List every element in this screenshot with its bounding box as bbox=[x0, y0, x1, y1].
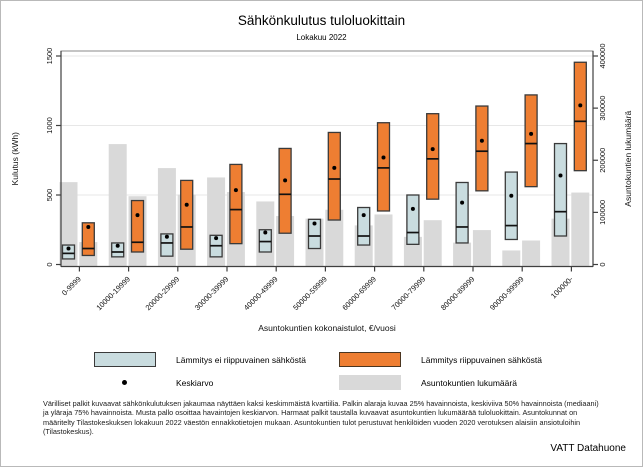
household-bar-electric bbox=[325, 209, 344, 266]
legend-swatch-households bbox=[339, 375, 401, 390]
y-tick-label-right: 300000 bbox=[598, 96, 607, 121]
mean-dot-non-electric bbox=[66, 246, 71, 251]
x-axis-title: Asuntokuntien kokonaistulot, €/vuosi bbox=[258, 323, 396, 333]
y-tick-label-left: 1500 bbox=[45, 48, 54, 65]
x-tick-label: 60000-69999 bbox=[340, 275, 378, 313]
mean-dot-non-electric bbox=[558, 173, 563, 178]
mean-dot-non-electric bbox=[410, 206, 415, 211]
household-bar-electric bbox=[472, 230, 491, 266]
consumption-box-electric bbox=[229, 163, 243, 245]
consumption-box-non-electric bbox=[160, 233, 174, 257]
mean-dot-electric bbox=[381, 155, 386, 160]
consumption-box-electric bbox=[327, 131, 341, 221]
x-tick-label: 30000-39999 bbox=[193, 275, 231, 313]
mean-dot-electric bbox=[283, 178, 288, 183]
y-tick-label-right: 100000 bbox=[598, 200, 607, 225]
chart-subtitle: Lokakuu 2022 bbox=[296, 33, 347, 42]
y-axis-title-left: Kulutus (kWh) bbox=[10, 132, 20, 186]
x-tick-label: 50000-59999 bbox=[291, 275, 329, 313]
legend-label-households: Asuntokuntien lukumäärä bbox=[421, 378, 517, 388]
household-bar-electric bbox=[522, 240, 541, 266]
consumption-box-non-electric bbox=[504, 171, 518, 241]
household-bar-electric bbox=[374, 214, 393, 266]
household-bar-electric bbox=[571, 192, 590, 266]
consumption-box-non-electric bbox=[455, 181, 469, 244]
y-tick-label-left: 0 bbox=[45, 262, 54, 266]
household-bar-non-electric bbox=[453, 242, 472, 266]
legend-swatch-electric bbox=[339, 352, 401, 367]
mean-dot-non-electric bbox=[214, 236, 219, 241]
consumption-box-non-electric bbox=[357, 206, 371, 246]
x-tick-label: 40000-49999 bbox=[242, 275, 280, 313]
y-tick-label-right: 400000 bbox=[598, 43, 607, 68]
y-tick-label-right: 0 bbox=[598, 262, 607, 266]
consumption-box-electric bbox=[376, 122, 391, 212]
consumption-box-electric bbox=[130, 199, 145, 253]
consumption-box-non-electric bbox=[307, 218, 322, 250]
consumption-box-electric bbox=[426, 113, 440, 200]
consumption-box-electric bbox=[81, 222, 95, 257]
legend-label-non-electric: Lämmitys ei riippuvainen sähköstä bbox=[176, 355, 306, 365]
legend-label-mean: Keskiarvo bbox=[176, 378, 214, 388]
mean-dot-electric bbox=[184, 202, 189, 207]
mean-dot-non-electric bbox=[361, 213, 366, 218]
source-attribution: VATT Datahuone bbox=[550, 443, 626, 454]
household-bar-non-electric bbox=[108, 144, 127, 266]
mean-dot-electric bbox=[578, 103, 583, 108]
consumption-box-electric bbox=[278, 147, 292, 234]
household-bar-electric bbox=[423, 220, 442, 266]
mean-dot-non-electric bbox=[263, 230, 268, 235]
chart-title: Sähkönkulutus tuloluokittain bbox=[237, 13, 406, 28]
consumption-box-electric bbox=[573, 61, 587, 172]
footnote: Värilliset palkit kuvaavat sähkönkulutuk… bbox=[43, 399, 599, 436]
y-axis-title-right: Asuntokuntien lukumäärä bbox=[623, 111, 633, 207]
mean-dot-electric bbox=[233, 188, 238, 193]
legend-swatch-non-electric bbox=[94, 352, 156, 367]
x-tick-label: 20000-29999 bbox=[144, 275, 182, 313]
consumption-box-non-electric bbox=[111, 242, 125, 258]
x-tick-label: 100000- bbox=[549, 274, 575, 300]
mean-dot-electric bbox=[86, 224, 91, 229]
mean-dot-non-electric bbox=[460, 200, 465, 205]
x-tick-label: 0-9999 bbox=[60, 275, 83, 298]
mean-dot-non-electric bbox=[312, 221, 317, 226]
y-tick-label-left: 500 bbox=[45, 189, 54, 202]
mean-dot-electric bbox=[135, 213, 140, 218]
boxplot-chart: 0 500 1000 1500 0 100000 200000 300000 400000 0-9… bbox=[10, 43, 633, 333]
consumption-box-non-electric bbox=[406, 194, 420, 245]
mean-dot-electric bbox=[479, 138, 484, 143]
x-tick-label: 90000-99999 bbox=[488, 275, 526, 313]
x-tick-label: 80000-89999 bbox=[439, 275, 477, 313]
consumption-box-non-electric bbox=[61, 244, 76, 260]
legend-label-electric: Lämmitys riippuvainen sähköstä bbox=[421, 355, 542, 365]
x-tick-label: 70000-79999 bbox=[390, 275, 428, 313]
mean-dot-electric bbox=[430, 147, 435, 152]
consumption-box-electric bbox=[475, 105, 489, 192]
mean-dot-non-electric bbox=[509, 193, 514, 198]
x-tick-label: 10000-19999 bbox=[94, 275, 132, 313]
y-tick-label-left: 1000 bbox=[45, 117, 54, 134]
household-bar-non-electric bbox=[502, 250, 521, 266]
consumption-box-electric bbox=[524, 94, 538, 188]
consumption-box-electric bbox=[180, 179, 194, 250]
mean-dot-non-electric bbox=[164, 234, 169, 239]
consumption-box-non-electric bbox=[553, 142, 568, 237]
y-tick-label-right: 200000 bbox=[598, 148, 607, 173]
mean-dot-non-electric bbox=[115, 243, 120, 248]
mean-dot-electric bbox=[529, 131, 534, 136]
mean-dot-electric bbox=[332, 165, 337, 170]
legend-mean-dot-icon bbox=[122, 380, 127, 385]
